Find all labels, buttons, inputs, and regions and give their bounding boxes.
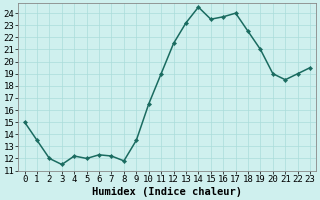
X-axis label: Humidex (Indice chaleur): Humidex (Indice chaleur) [92, 186, 242, 197]
